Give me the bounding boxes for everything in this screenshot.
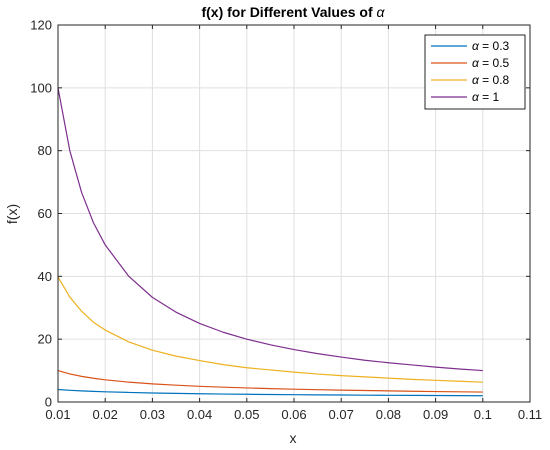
series-line-4 xyxy=(57,87,483,372)
y-tick-label: 60 xyxy=(38,206,52,221)
legend-value: = 0.8 xyxy=(479,73,510,87)
x-tick-label: 0.02 xyxy=(93,407,118,422)
x-tick-label: 0.01 xyxy=(45,407,70,422)
x-tick-label: 0.06 xyxy=(281,407,306,422)
chart-title-main: f(x) for Different Values of xyxy=(201,4,376,20)
legend-value: = 0.3 xyxy=(479,39,510,53)
series-lines xyxy=(57,87,483,397)
legend-alpha-symbol: α xyxy=(472,56,480,70)
y-axis-label: f(x) xyxy=(4,204,20,224)
series-line-2 xyxy=(57,370,483,393)
series-line-1 xyxy=(57,388,483,397)
legend-entry: α = 0.3 xyxy=(472,39,510,53)
legend: α = 0.3α = 0.5α = 0.8α = 1 xyxy=(424,34,526,110)
x-tick-label: 0.03 xyxy=(140,407,165,422)
legend-entry: α = 0.5 xyxy=(472,56,510,70)
chart-title: f(x) for Different Values of α xyxy=(201,4,385,20)
x-tick-label: 0.11 xyxy=(518,407,542,422)
y-tick-label: 80 xyxy=(38,143,52,158)
x-tick-label: 0.08 xyxy=(376,407,401,422)
legend-entry: α = 0.8 xyxy=(472,73,510,87)
y-tick-label: 120 xyxy=(30,18,52,33)
legend-alpha-symbol: α xyxy=(472,73,480,87)
legend-alpha-symbol: α xyxy=(472,39,480,53)
x-tick-label: 0.1 xyxy=(474,407,492,422)
y-tick-label: 100 xyxy=(30,80,52,95)
chart-title-alpha-symbol: α xyxy=(377,4,386,20)
y-tick-label: 0 xyxy=(45,395,52,410)
y-tick-label: 40 xyxy=(38,269,52,284)
x-tick-label: 0.04 xyxy=(187,407,212,422)
y-tick-label: 20 xyxy=(38,332,52,347)
x-tick-label: 0.07 xyxy=(329,407,354,422)
legend-alpha-symbol: α xyxy=(472,90,480,104)
x-tick-label: 0.05 xyxy=(234,407,259,422)
tick-labels: 0.01 0.02 0.03 0.04 0.05 0.06 0.07 0.08 0.09 0.1 0… xyxy=(30,18,542,423)
legend-entry: α = 1 xyxy=(472,90,500,104)
x-tick-label: 0.09 xyxy=(423,407,448,422)
x-axis-label: x xyxy=(290,430,297,446)
legend-value: = 0.5 xyxy=(479,56,510,70)
series-line-3 xyxy=(57,276,483,383)
legend-value: = 1 xyxy=(479,90,500,104)
